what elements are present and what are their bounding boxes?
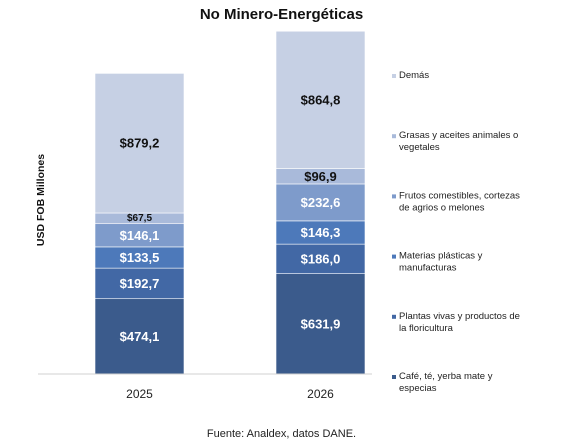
data-label: $133,5: [120, 250, 160, 265]
data-label: $879,2: [120, 136, 160, 151]
legend-swatch: [392, 134, 396, 139]
legend-label: Materias plásticas y manufacturas: [399, 251, 483, 274]
data-label: $186,0: [301, 251, 341, 266]
bar-segment: [275, 30, 366, 169]
legend-label: Plantas vivas y productos de la floricult…: [399, 311, 520, 334]
bar-segment: [94, 298, 185, 375]
data-label: $67,5: [127, 213, 152, 224]
bars-layer: $474,1 $192,7 $133,5 $146,1 $67,5 $879,2 $631,…: [94, 30, 366, 375]
data-label: $232,6: [301, 195, 341, 210]
y-axis-title: USD FOB Millones: [35, 154, 47, 246]
legend-swatch: [392, 194, 396, 199]
source-note: Fuente: Analdex, datos DANE.: [206, 428, 357, 440]
legend-swatch: [392, 74, 396, 78]
x-tick-label: 2025: [126, 387, 153, 401]
legend-swatch: [392, 254, 396, 259]
data-label: $864,8: [301, 92, 341, 107]
legend-label: Demás: [399, 70, 429, 81]
legend-label: Grasas y aceites animales o vegetales: [399, 130, 518, 153]
legend-label: Café, té, yerba mate y especias: [399, 371, 493, 394]
x-ticks-layer: 2025 2026: [126, 387, 334, 401]
data-label: $146,1: [120, 228, 160, 243]
data-label: $146,3: [301, 225, 341, 240]
chart-title: No Minero-Energéticas: [199, 6, 364, 23]
bar-segment: [275, 273, 366, 375]
x-tick-label: 2026: [307, 387, 334, 401]
data-label: $192,7: [120, 276, 160, 291]
legend-swatch: [392, 375, 396, 379]
bar-segment: [94, 73, 185, 214]
data-label: $96,9: [304, 169, 337, 184]
legend: Demás Grasas y aceites animales o vegetale…: [392, 70, 520, 394]
legend-label: Frutos comestibles, cortezas de agrios o …: [399, 190, 520, 213]
data-label: $474,1: [120, 329, 160, 344]
legend-swatch: [392, 314, 396, 319]
data-label: $631,9: [301, 316, 341, 331]
bar-segment: [94, 267, 185, 300]
